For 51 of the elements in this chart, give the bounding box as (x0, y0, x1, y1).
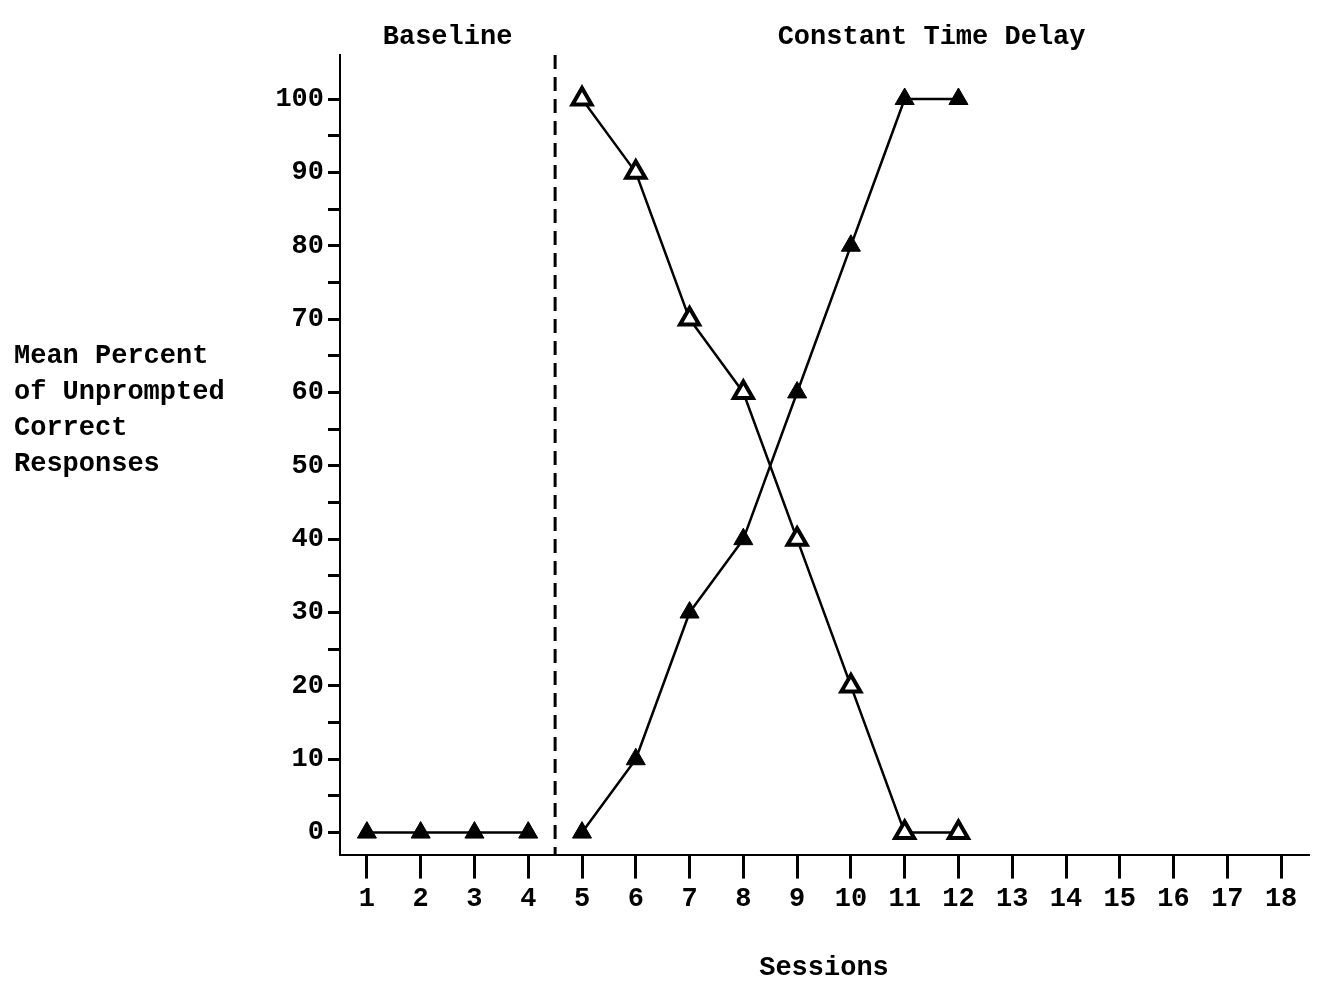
x-tick-label: 14 (1049, 883, 1083, 914)
x-tick-label: 16 (1157, 883, 1190, 914)
y-tick-label: 30 (291, 597, 324, 628)
point (625, 747, 646, 766)
point (731, 379, 755, 400)
x-tick-label: 15 (1103, 883, 1136, 914)
x-tick-label: 8 (735, 883, 752, 914)
point (894, 87, 915, 106)
x-tick-label: 18 (1264, 883, 1298, 914)
x-tick-label: 11 (888, 883, 921, 914)
point (570, 86, 594, 107)
x-tick-label: 4 (520, 883, 537, 914)
point (840, 234, 861, 252)
point (624, 159, 648, 180)
x-tick-label: 2 (412, 883, 429, 914)
x-axis-title: Sessions (759, 953, 889, 983)
y-tick-label: 70 (291, 303, 324, 334)
x-tick-label: 13 (996, 883, 1029, 914)
x-tick-label: 6 (627, 883, 644, 914)
y-tick-label: 90 (291, 157, 324, 188)
x-tick-label: 5 (573, 883, 591, 914)
x-tick-label: 3 (466, 883, 483, 914)
y-axis-title: Mean Percent of Unprompted Correct Responses (14, 341, 225, 479)
x-tick-label: 12 (942, 883, 975, 914)
point (678, 306, 702, 327)
point (464, 821, 485, 839)
x-tick-label: 10 (834, 883, 868, 914)
text: Baseline (382, 22, 513, 53)
point (356, 821, 377, 839)
point (571, 821, 593, 839)
y-tick-label: 10 (291, 744, 324, 775)
point (785, 526, 809, 547)
y-tick-label: 80 (291, 230, 324, 261)
y-tick-label: 40 (291, 523, 324, 554)
point (679, 601, 700, 619)
x-tick-label: 9 (789, 883, 806, 914)
point (839, 672, 863, 694)
point (410, 821, 431, 839)
point (518, 821, 539, 839)
y-tick-label: 20 (291, 670, 324, 701)
y-tick-label: 100 (275, 83, 324, 114)
y-tick-label: 50 (291, 450, 324, 481)
x-tick-label: 7 (681, 883, 698, 914)
y-tick-label: 60 (291, 377, 324, 408)
point (787, 380, 808, 399)
point (733, 527, 754, 546)
x-tick-label: 1 (358, 883, 375, 914)
text: Constant Time Delay (777, 22, 1086, 53)
y-tick-label: 0 (307, 817, 324, 848)
point (948, 87, 969, 106)
x-tick-label: 17 (1211, 883, 1244, 914)
